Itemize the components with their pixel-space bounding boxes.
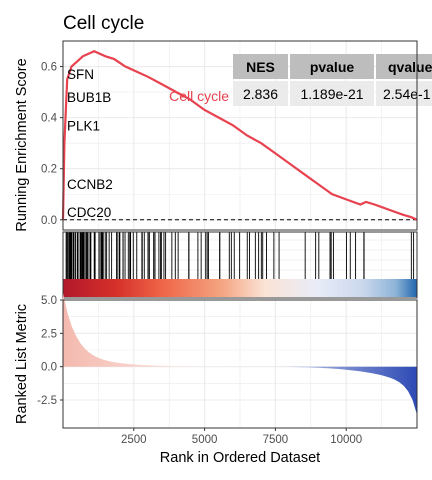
stats-cell-nes-bg	[233, 81, 288, 106]
metric-negative-area	[226, 366, 417, 415]
es-panel: SFN BUB1B PLK1 CCNB2 CDC20 Cell cycle NES pv…	[61, 40, 432, 231]
metric-y-tick-label: 2.5	[41, 328, 57, 340]
stats-header-pvalue: pvalue	[310, 59, 355, 75]
metric-y-tick-label: 5.0	[41, 295, 57, 307]
es-y-tick-label: 0.6	[41, 62, 57, 74]
metric-y-axis-label: Ranked List Metric	[14, 304, 30, 424]
gene-label: SFN	[67, 67, 94, 82]
x-axis: 2500 5000 7500 10000	[121, 428, 362, 446]
metric-panel	[62, 293, 418, 429]
stats-cell-pvalue: 1.189e-21	[300, 86, 363, 102]
hits-panel	[62, 231, 418, 299]
metric-panel-border	[62, 299, 418, 429]
x-tick-label: 10000	[330, 434, 362, 446]
x-tick-label: 7500	[263, 434, 289, 446]
series-label-cell-cycle: Cell cycle	[169, 88, 229, 104]
gene-label: CDC20	[67, 205, 111, 220]
stats-header-qvalue: qvalue	[388, 59, 432, 75]
es-y-tick-label: 0.4	[41, 113, 58, 125]
es-line-group	[61, 49, 418, 221]
stats-cell-qvalue: 2.54e-1	[383, 86, 431, 102]
es-line	[61, 49, 418, 221]
stats-cell-nes: 2.836	[243, 86, 278, 102]
x-tick-label: 2500	[121, 434, 147, 446]
es-y-axis-label: Running Enrichment Score	[14, 58, 30, 231]
es-y-tick-label: 0.2	[41, 164, 57, 176]
gene-label: CCNB2	[67, 177, 113, 192]
stats-header-nes-bg	[233, 54, 288, 79]
es-y-tick-label: 0.0	[41, 215, 57, 227]
x-axis-label: Rank in Ordered Dataset	[160, 450, 320, 466]
gene-label: BUB1B	[67, 90, 111, 105]
stats-cell-qvalue-bg	[376, 81, 432, 106]
gene-label: PLK1	[67, 118, 100, 133]
stats-header-nes: NES	[246, 59, 275, 75]
stats-header-qvalue-bg	[376, 54, 432, 79]
es-panel-border	[62, 40, 418, 231]
chart-title: Cell cycle	[63, 13, 144, 34]
rank-heat-band	[63, 279, 417, 297]
metric-y-tick-label: 0.0	[41, 362, 57, 374]
metric-y-tick-label: -2.5	[37, 395, 57, 407]
es-y-axis: 0.0 0.2 0.4 0.6	[41, 62, 63, 227]
hits-panel-border	[62, 231, 418, 299]
metric-positive-area	[63, 293, 223, 367]
stats-cell-pvalue-bg	[290, 81, 374, 106]
metric-y-axis: -2.5 0.0 2.5 5.0	[37, 295, 63, 407]
stats-header-pvalue-bg	[290, 54, 374, 79]
stats-table: NES pvalue qvalue 2.836 1.189e-21 2.54e-…	[233, 54, 432, 106]
gene-labels: SFN BUB1B PLK1 CCNB2 CDC20	[67, 67, 113, 220]
hit-barcode	[65, 232, 415, 279]
x-tick-label: 5000	[192, 434, 218, 446]
